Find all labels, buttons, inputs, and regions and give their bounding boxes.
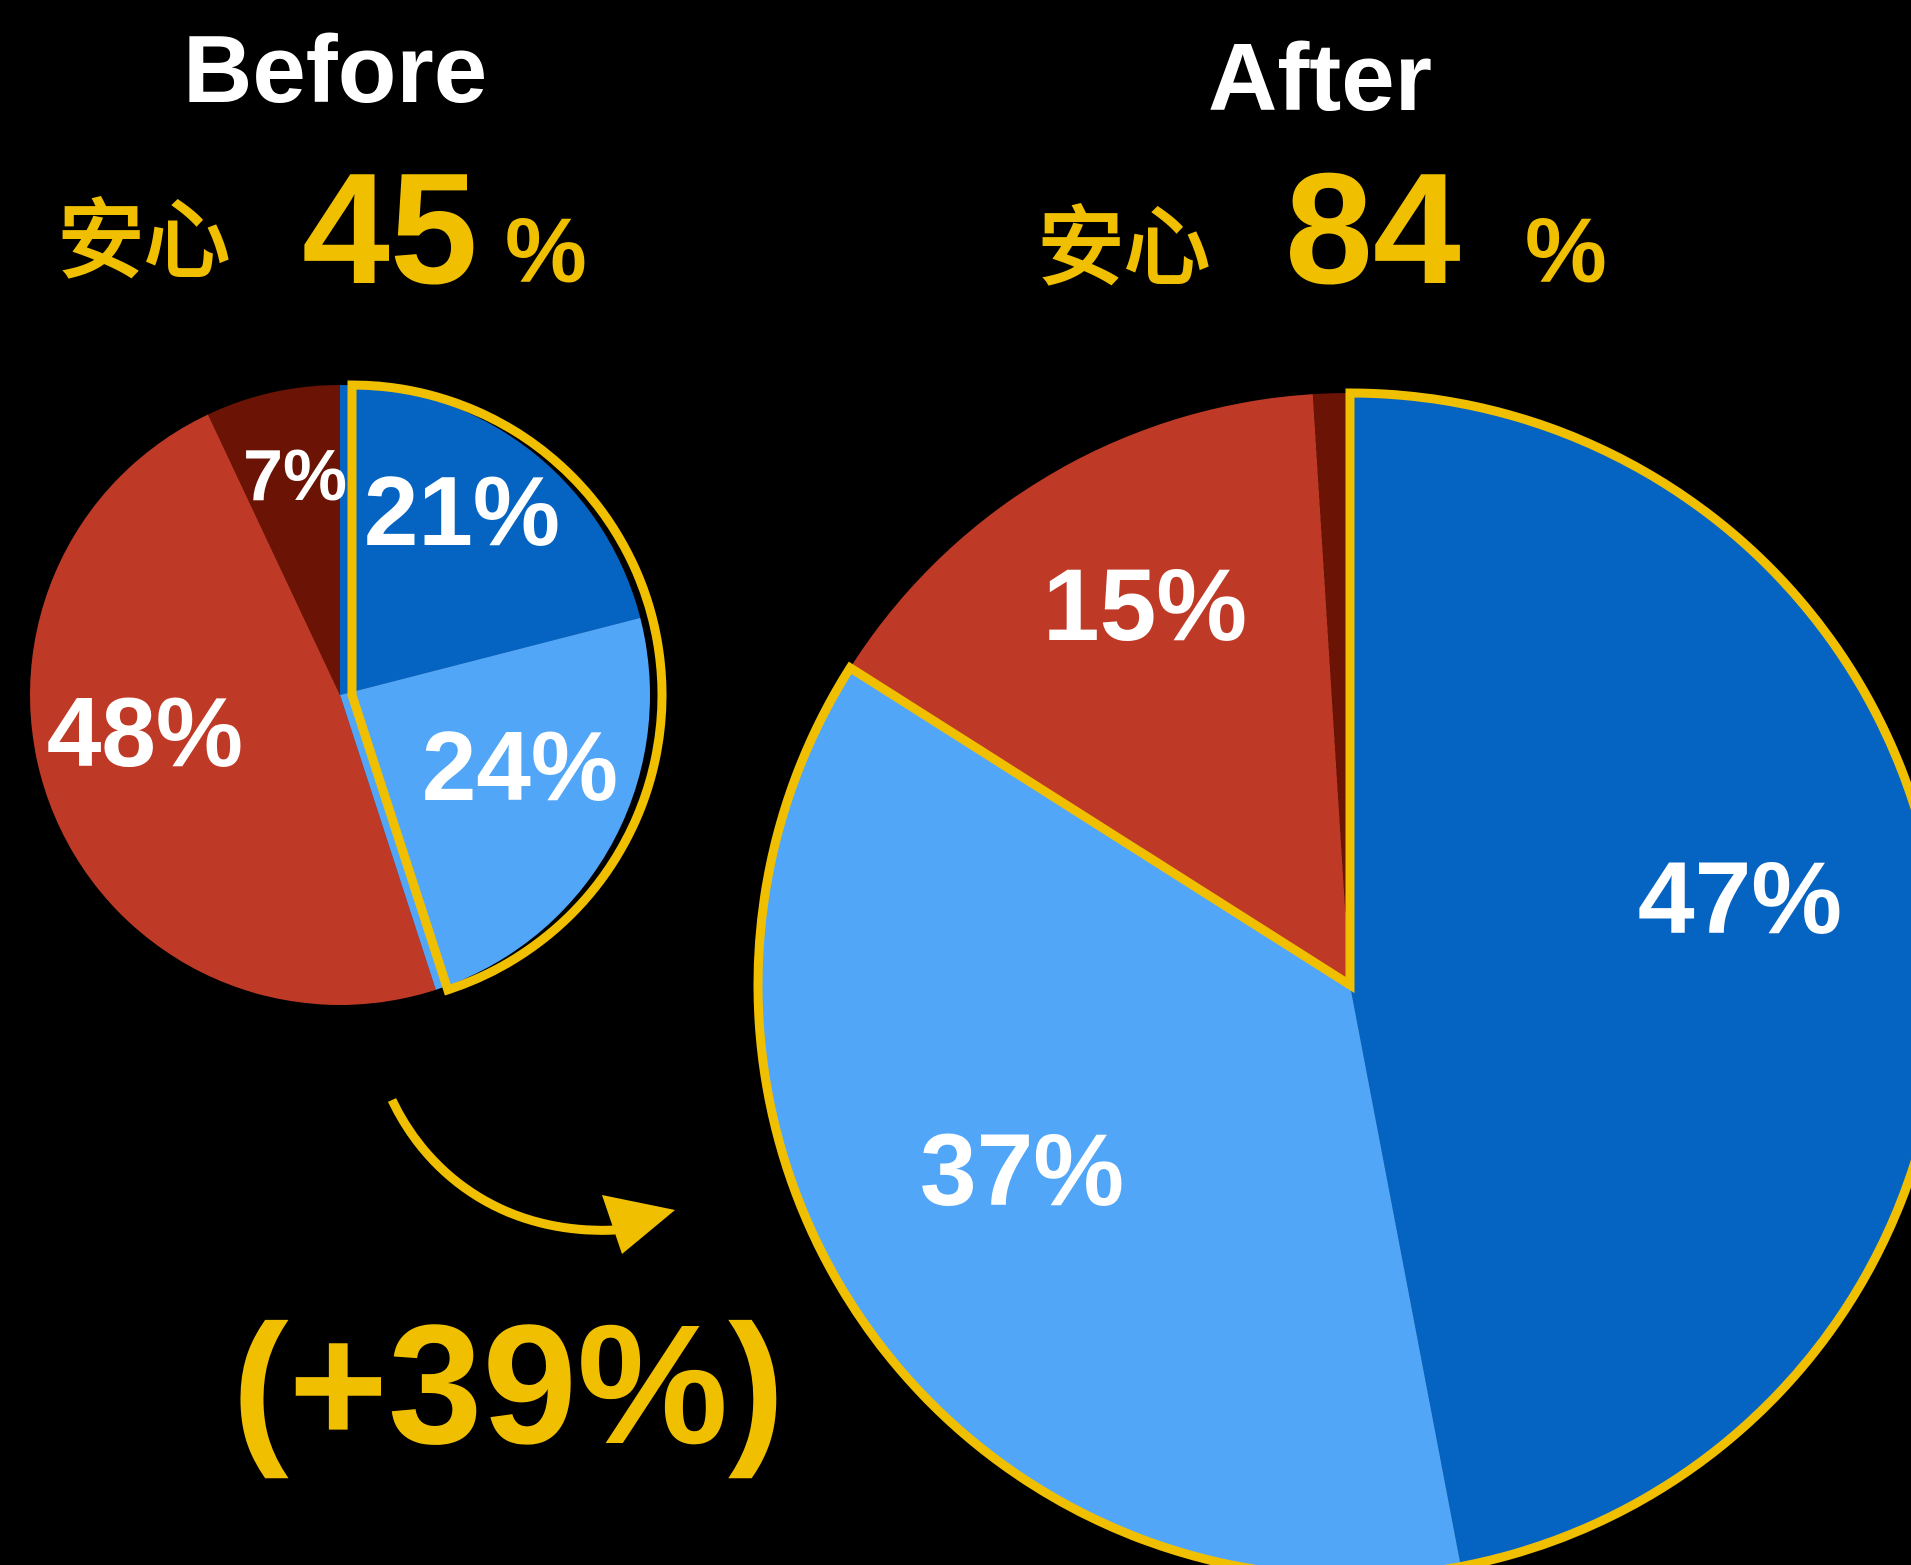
change-label: (+39%) xyxy=(232,1290,785,1480)
before-anshin-unit: % xyxy=(505,200,587,302)
pie-after-slice-2 xyxy=(758,667,1461,1565)
pie-before-label-4: 7% xyxy=(243,436,347,516)
before-heading: Before xyxy=(183,16,488,123)
pie-after-slice-1 xyxy=(1350,393,1911,1565)
after-anshin-value: 84 xyxy=(1285,141,1461,317)
pie-chart-after: 47% 37% 15% xyxy=(753,388,1911,1565)
pie-before-highlight-outline xyxy=(347,380,667,996)
pie-before-label-3: 48% xyxy=(47,677,243,787)
curved-arrow-icon xyxy=(387,1098,675,1254)
after-anshin-unit: % xyxy=(1525,200,1607,302)
after-anshin-label: 安心 xyxy=(1038,200,1210,296)
pie-after-slice-4 xyxy=(1312,393,1350,985)
pie-after-label-3: 15% xyxy=(1043,548,1247,662)
pie-before-label-1: 21% xyxy=(364,456,560,566)
pie-before-label-2: 24% xyxy=(422,711,618,821)
after-heading: After xyxy=(1208,24,1433,131)
before-anshin-label: 安心 xyxy=(58,193,230,289)
pie-before-slice-3 xyxy=(29,414,436,1005)
pie-before-slice-1 xyxy=(340,385,641,695)
pie-after-highlight-outline xyxy=(753,388,1911,1565)
pie-before-slice-4 xyxy=(208,385,340,695)
before-anshin-value: 45 xyxy=(302,141,478,317)
pie-after-slice-3 xyxy=(850,394,1350,985)
pie-after-label-1: 47% xyxy=(1638,841,1842,955)
pie-chart-before: 21% 24% 48% 7% xyxy=(29,380,667,1005)
pie-after-label-2: 37% xyxy=(920,1113,1124,1227)
